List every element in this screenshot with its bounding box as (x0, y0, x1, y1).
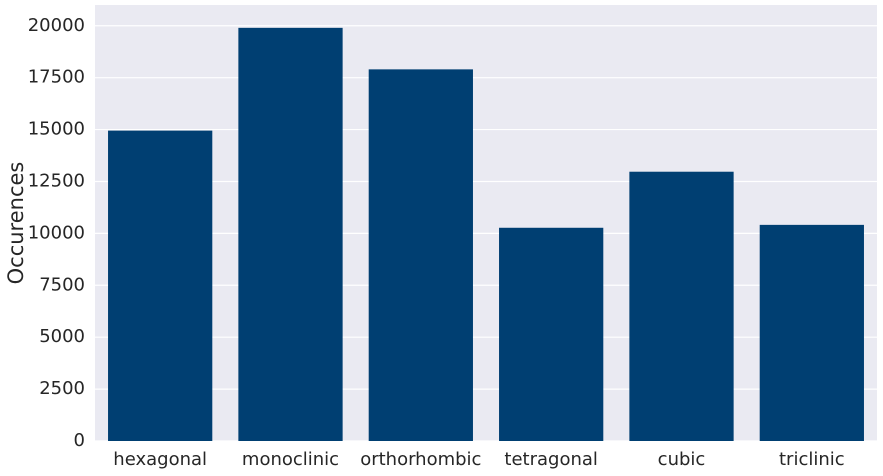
y-tick-label: 12500 (28, 170, 85, 191)
y-tick-label: 20000 (28, 15, 85, 36)
bar (238, 27, 343, 441)
y-tick-label: 5000 (39, 326, 85, 347)
y-tick-label: 10000 (28, 222, 85, 243)
x-tick-label: hexagonal (113, 449, 207, 470)
bar (759, 224, 864, 441)
bar (368, 69, 473, 441)
y-tick-label: 7500 (39, 274, 85, 295)
x-tick-label: tetragonal (504, 449, 598, 470)
x-tick-label: triclinic (779, 449, 845, 470)
y-axis-label: Occurences (4, 162, 28, 285)
y-tick-label: 0 (74, 430, 85, 451)
y-tick-label: 17500 (28, 67, 85, 88)
bar (499, 227, 604, 441)
bar (629, 171, 734, 442)
x-tick-label: cubic (658, 449, 706, 470)
y-tick-label: 15000 (28, 119, 85, 140)
x-tick-label: monoclinic (242, 449, 339, 470)
y-tick-label: 2500 (39, 378, 85, 399)
bar (108, 130, 213, 441)
x-tick-label: orthorhombic (360, 449, 481, 470)
